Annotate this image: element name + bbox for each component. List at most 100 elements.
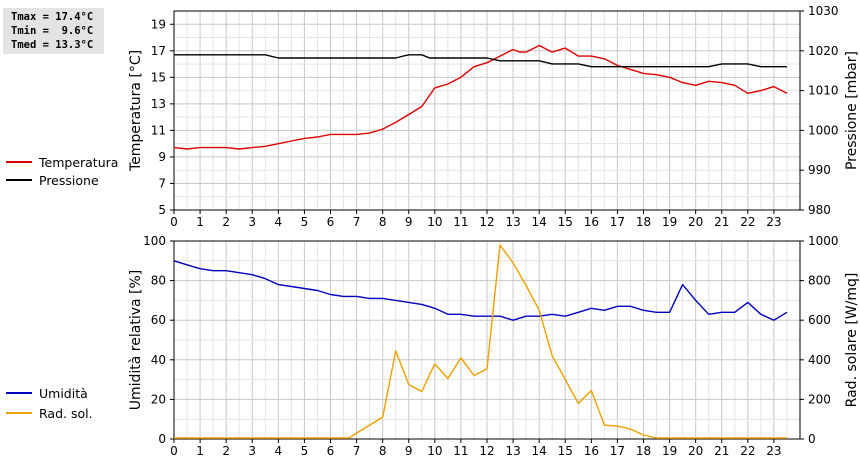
legend-swatch-umidita (6, 392, 32, 394)
panel1-xtick-label: 4 (275, 215, 283, 229)
panel2-xtick-label: 11 (453, 444, 468, 458)
legend-item-pressione: Pressione (6, 171, 118, 189)
panel1-y2tick-label: 980 (808, 203, 831, 217)
panel1-xtick-label: 1 (196, 215, 204, 229)
panel2-y2tick-label: 800 (808, 274, 831, 288)
panel1-series-temperatura (173, 44, 788, 150)
panel1-xtick-label: 18 (636, 215, 651, 229)
panel2-ytick-label: 20 (151, 392, 166, 406)
panel2-xtick-label: 13 (505, 444, 520, 458)
panel1-y2label: Pressione [mbar] (844, 51, 860, 170)
panel1-xtick-label: 20 (688, 215, 703, 229)
panel1-ytick-label: 19 (151, 17, 166, 31)
tmax-text: Tmax = 17.4°C (11, 11, 94, 23)
panel2-xtick-label: 15 (558, 444, 573, 458)
panel2-xtick-label: 17 (610, 444, 625, 458)
panel1-y2tick-label: 990 (808, 163, 831, 177)
panel1-xtick-label: 11 (453, 215, 468, 229)
legend-top: Temperatura Pressione (6, 153, 118, 189)
panel2-ytick-label: 40 (151, 353, 166, 367)
panel2-xtick-label: 14 (532, 444, 547, 458)
panel2-xtick-label: 23 (766, 444, 781, 458)
legend-label-radsol: Rad. sol. (39, 405, 93, 421)
panel1-y2tick-label: 1020 (808, 44, 839, 58)
panel1-xtick-label: 12 (479, 215, 494, 229)
legend-item-temperatura: Temperatura (6, 153, 118, 171)
panel1-ytick-label: 13 (151, 97, 166, 111)
panel2-xtick-label: 6 (327, 444, 335, 458)
panel1-xtick-label: 14 (532, 215, 547, 229)
tmin-text: Tmin = 9.6°C (11, 25, 94, 37)
panel2-xtick-label: 12 (479, 444, 494, 458)
panel2-xtick-label: 2 (222, 444, 230, 458)
panel2-xtick-label: 19 (662, 444, 677, 458)
legend-item-radsol: Rad. sol. (6, 404, 93, 422)
panel1-xtick-label: 9 (405, 215, 413, 229)
panel2-xtick-label: 7 (353, 444, 361, 458)
panel1-ytick-label: 5 (158, 203, 166, 217)
panel1-ytick-label: 17 (151, 44, 166, 58)
panel2-xtick-label: 8 (379, 444, 387, 458)
panel2-series-rad-sol (174, 244, 787, 439)
panel2-xtick-label: 18 (636, 444, 651, 458)
panel1-xtick-label: 23 (766, 215, 781, 229)
panel1-xtick-label: 7 (353, 215, 361, 229)
panel1-ytick-label: 9 (158, 150, 166, 164)
panel1-y2tick-label: 1030 (808, 4, 839, 18)
panel1-xtick-label: 0 (170, 215, 178, 229)
panel2-y2tick-label: 400 (808, 353, 831, 367)
legend-bottom-items: Umidità Rad. sol. (6, 386, 93, 422)
legend-item-umidita: Umidità (6, 384, 93, 402)
panel2-xtick-label: 9 (405, 444, 413, 458)
legend-label-pressione: Pressione (39, 172, 99, 188)
panel1-xtick-label: 3 (248, 215, 256, 229)
panel1-series-pressione (174, 54, 787, 68)
legend-label-temperatura: Temperatura (39, 154, 119, 170)
panel1-ytick-label: 15 (151, 70, 166, 84)
panel2-y2tick-label: 600 (808, 313, 831, 327)
panel1-xtick-label: 10 (427, 215, 442, 229)
panel2-y2tick-label: 200 (808, 392, 831, 406)
panel1-ylabel: Temperatura [°C] (128, 50, 144, 172)
panel1-xtick-label: 2 (222, 215, 230, 229)
panel2-ylabel: Umidità relativa [%] (128, 270, 144, 411)
panel1-xtick-label: 16 (584, 215, 599, 229)
panel2-xtick-label: 22 (740, 444, 755, 458)
panel1-xtick-label: 5 (301, 215, 309, 229)
panel2-xtick-label: 10 (427, 444, 442, 458)
stats-box: Tmax = 17.4°C Tmin = 9.6°C Tmed = 13.3°C (3, 8, 104, 54)
panel2-xtick-label: 16 (584, 444, 599, 458)
panel1-xtick-label: 22 (740, 215, 755, 229)
panel2-xtick-label: 3 (248, 444, 256, 458)
panel2-ytick-label: 60 (151, 313, 166, 327)
panel1-xtick-label: 8 (379, 215, 387, 229)
panel2-xtick-label: 20 (688, 444, 703, 458)
panel2-ytick-label: 0 (158, 432, 166, 446)
panel2-series-umidit (173, 260, 788, 321)
panel1-xtick-label: 19 (662, 215, 677, 229)
panel1-ytick-label: 7 (158, 176, 166, 190)
panel2-ytick-label: 100 (143, 234, 166, 248)
panel2-y2label: Rad. solare [W/mq] (844, 273, 860, 408)
legend-label-umidita: Umidità (39, 385, 88, 401)
tmed-text: Tmed = 13.3°C (11, 39, 94, 51)
panel1-xtick-label: 15 (558, 215, 573, 229)
panel2-xtick-label: 5 (301, 444, 309, 458)
panel1-y2tick-label: 1010 (808, 84, 839, 98)
panel2-y2tick-label: 0 (808, 432, 816, 446)
legend-swatch-temperatura (6, 161, 32, 163)
panel2-xtick-label: 4 (275, 444, 283, 458)
panel2-y2tick-label: 1000 (808, 234, 839, 248)
panel1-y2tick-label: 1000 (808, 123, 839, 137)
panel1-xtick-label: 13 (505, 215, 520, 229)
panel2-xtick-label: 0 (170, 444, 178, 458)
panel1-xtick-label: 17 (610, 215, 625, 229)
panel1-xtick-label: 6 (327, 215, 335, 229)
panel2-xtick-label: 1 (196, 444, 204, 458)
panel1-xtick-label: 21 (714, 215, 729, 229)
legend-swatch-radsol (6, 412, 32, 414)
panel2-xtick-label: 21 (714, 444, 729, 458)
panel2-ytick-label: 80 (151, 274, 166, 288)
panel1-ytick-label: 11 (151, 123, 166, 137)
